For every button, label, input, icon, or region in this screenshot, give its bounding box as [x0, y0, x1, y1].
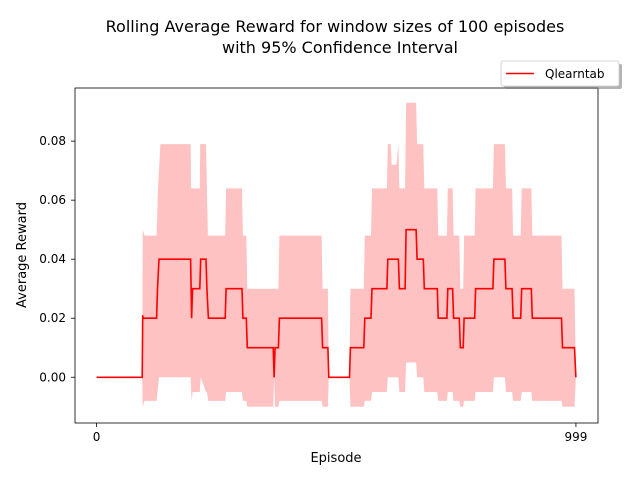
x-axis-label: Episode — [310, 451, 361, 466]
x-tick-label-0: 0 — [93, 430, 101, 444]
series-line-qlearntab — [96, 228, 577, 379]
confidence-band — [142, 102, 576, 407]
chart-title-line1: Rolling Average Reward for window sizes … — [106, 17, 565, 36]
y-axis: 0.00 0.02 0.04 0.06 0.08 — [39, 134, 75, 384]
legend[interactable]: Qlearntab — [500, 60, 622, 89]
x-tick-label-1: 999 — [564, 430, 587, 444]
y-tick-label-4: 0.08 — [39, 134, 66, 148]
chart-title-line2: with 95% Confidence Interval — [222, 38, 458, 57]
y-tick-label-2: 0.04 — [39, 252, 66, 266]
legend-label-qlearntab: Qlearntab — [545, 67, 605, 81]
y-tick-label-1: 0.02 — [39, 311, 66, 325]
plot-frame — [74, 87, 599, 424]
legend-box — [500, 60, 620, 87]
plot-area — [74, 87, 599, 424]
y-axis-label: Average Reward — [15, 202, 30, 308]
x-axis: 0 999 — [93, 423, 587, 444]
y-tick-label-3: 0.06 — [39, 193, 66, 207]
y-tick-label-0: 0.00 — [39, 370, 66, 384]
